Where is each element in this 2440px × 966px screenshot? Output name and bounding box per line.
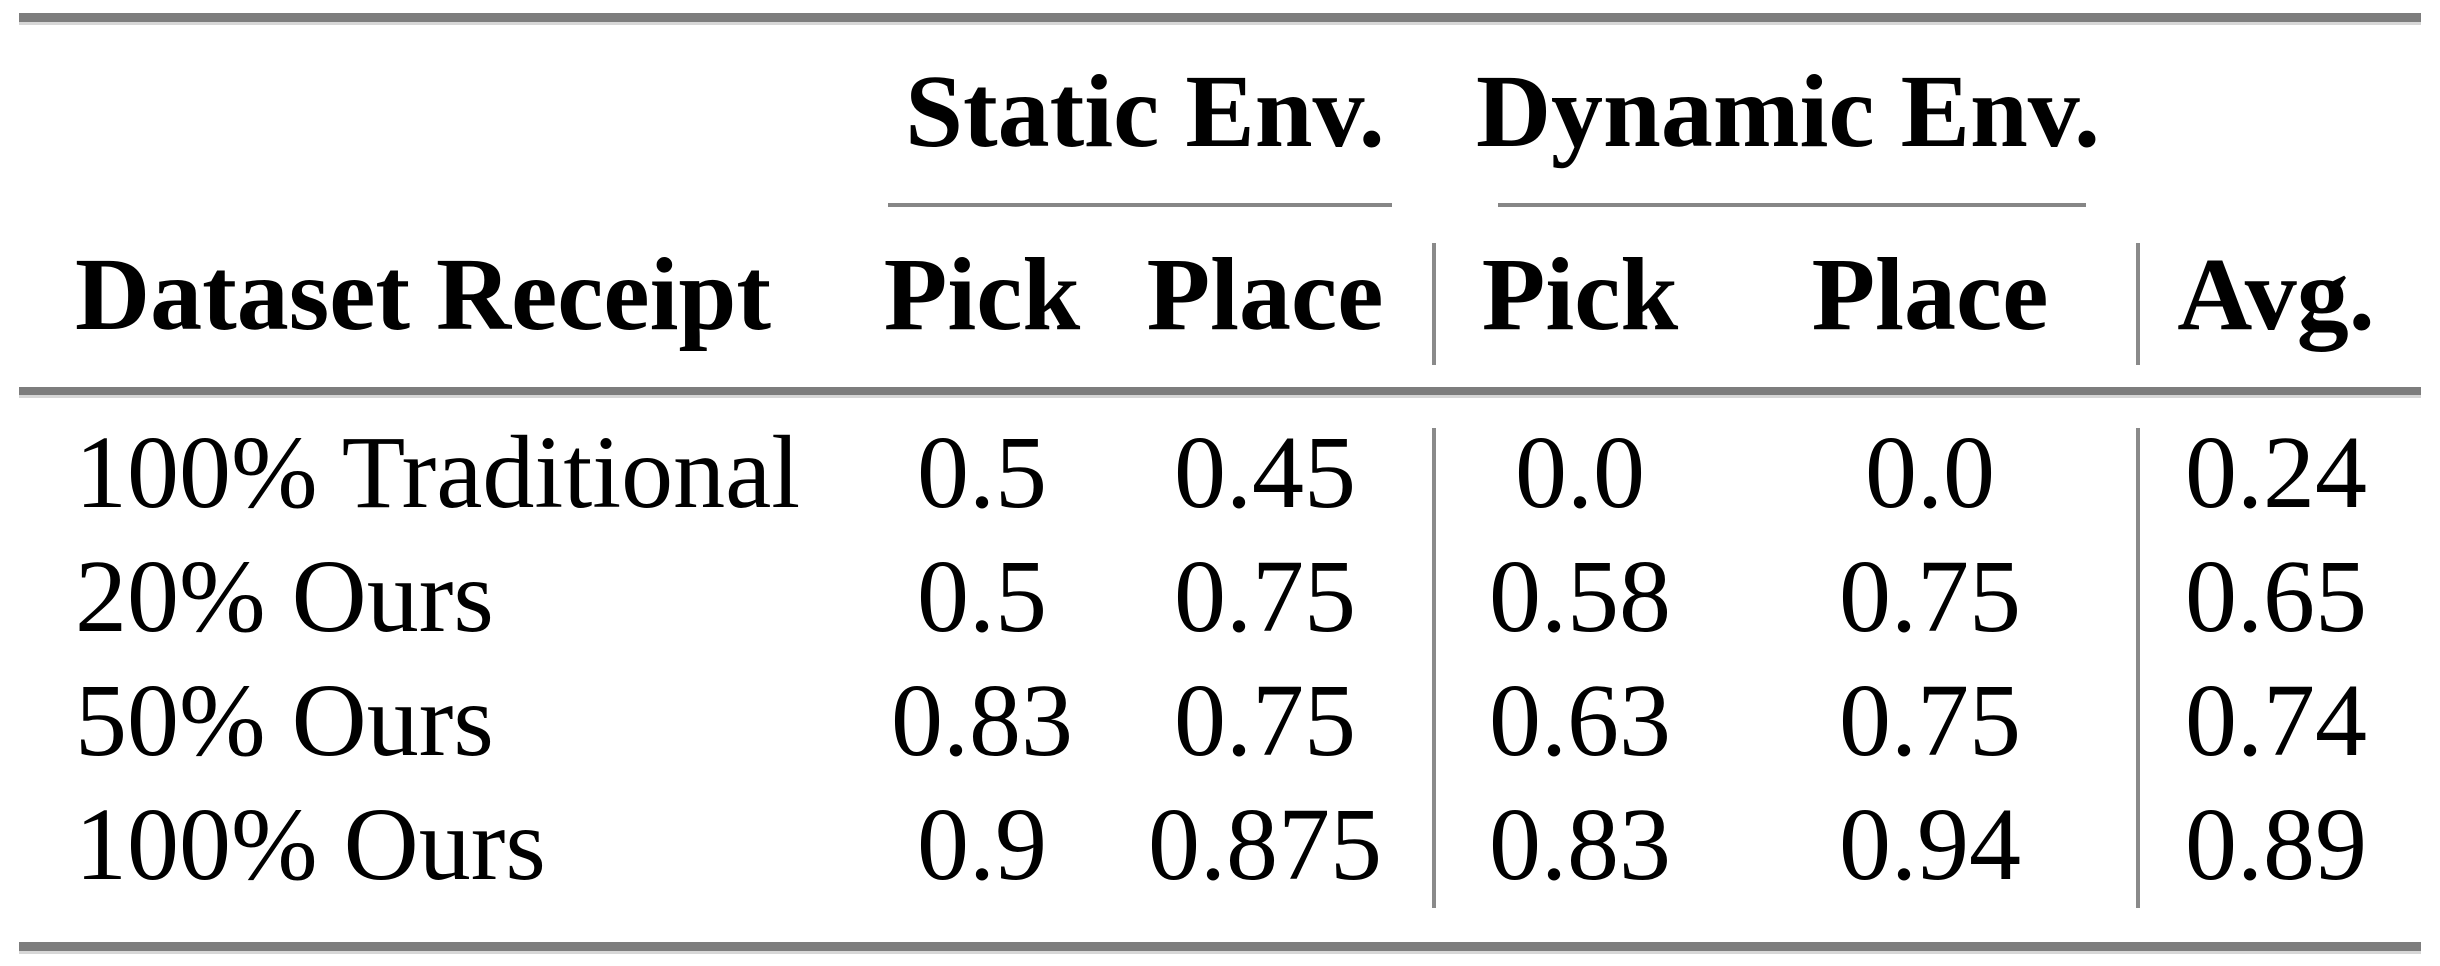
cell-dynamic-place: 0.75: [1839, 539, 2021, 654]
cell-dynamic-pick: 0.58: [1489, 539, 1671, 654]
group-header-dynamic-env: Dynamic Env.: [1475, 54, 2101, 169]
dynamic-env-underline: [1498, 203, 2086, 207]
col-header-static-pick: Pick: [883, 237, 1081, 352]
row-label: 100% Ours: [75, 787, 546, 902]
cell-dynamic-place: 0.0: [1865, 415, 1995, 530]
cell-static-pick: 0.5: [917, 415, 1047, 530]
col-header-static-place: Place: [1146, 237, 1384, 352]
vertical-rule-static-dynamic-body: [1432, 428, 1436, 908]
cell-static-place: 0.75: [1174, 539, 1356, 654]
row-label: 20% Ours: [75, 539, 494, 654]
cell-avg: 0.74: [2185, 663, 2367, 778]
cell-avg: 0.24: [2185, 415, 2367, 530]
static-env-underline: [888, 203, 1392, 207]
table-top-rule: [19, 13, 2421, 22]
cell-static-pick: 0.9: [917, 787, 1047, 902]
cell-dynamic-pick: 0.63: [1489, 663, 1671, 778]
vertical-rule-dynamic-avg-body: [2136, 428, 2140, 908]
vertical-rule-static-dynamic-header: [1432, 243, 1436, 365]
col-header-avg: Avg.: [2177, 237, 2375, 352]
cell-avg: 0.65: [2185, 539, 2367, 654]
cell-static-place: 0.45: [1174, 415, 1356, 530]
cell-dynamic-pick: 0.0: [1515, 415, 1645, 530]
col-header-dynamic-pick: Pick: [1481, 237, 1679, 352]
cell-static-pick: 0.5: [917, 539, 1047, 654]
col-header-dynamic-place: Place: [1811, 237, 2049, 352]
table-bottom-rule: [19, 942, 2421, 951]
col-header-dataset-receipt: Dataset Receipt: [75, 237, 771, 352]
cell-static-place: 0.875: [1148, 787, 1382, 902]
cell-static-place: 0.75: [1174, 663, 1356, 778]
cell-dynamic-place: 0.75: [1839, 663, 2021, 778]
header-divider-rule: [19, 387, 2421, 395]
cell-static-pick: 0.83: [891, 663, 1073, 778]
row-label: 50% Ours: [75, 663, 494, 778]
group-header-static-env: Static Env.: [905, 54, 1385, 169]
cell-avg: 0.89: [2185, 787, 2367, 902]
row-label: 100% Traditional: [75, 415, 801, 530]
vertical-rule-dynamic-avg-header: [2136, 243, 2140, 365]
cell-dynamic-pick: 0.83: [1489, 787, 1671, 902]
cell-dynamic-place: 0.94: [1839, 787, 2021, 902]
